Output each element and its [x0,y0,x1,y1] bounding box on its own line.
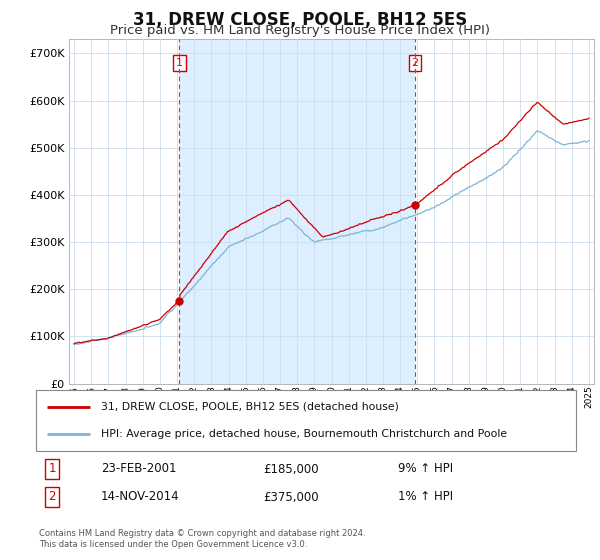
FancyBboxPatch shape [36,390,576,451]
Text: 31, DREW CLOSE, POOLE, BH12 5ES (detached house): 31, DREW CLOSE, POOLE, BH12 5ES (detache… [101,402,398,412]
Text: 1% ↑ HPI: 1% ↑ HPI [398,491,453,503]
Text: 1: 1 [49,463,56,475]
Text: 23-FEB-2001: 23-FEB-2001 [101,463,176,475]
Bar [179,39,415,384]
Text: Price paid vs. HM Land Registry's House Price Index (HPI): Price paid vs. HM Land Registry's House … [110,24,490,36]
Text: 2: 2 [412,58,419,68]
Text: HPI: Average price, detached house, Bournemouth Christchurch and Poole: HPI: Average price, detached house, Bour… [101,430,507,440]
Text: 2: 2 [49,491,56,503]
Text: Contains HM Land Registry data © Crown copyright and database right 2024.
This d: Contains HM Land Registry data © Crown c… [39,529,365,549]
Text: 9% ↑ HPI: 9% ↑ HPI [398,463,453,475]
Text: 1: 1 [176,58,183,68]
Text: 14-NOV-2014: 14-NOV-2014 [101,491,179,503]
Text: 31, DREW CLOSE, POOLE, BH12 5ES: 31, DREW CLOSE, POOLE, BH12 5ES [133,11,467,29]
Text: £375,000: £375,000 [263,491,319,503]
Text: £185,000: £185,000 [263,463,319,475]
